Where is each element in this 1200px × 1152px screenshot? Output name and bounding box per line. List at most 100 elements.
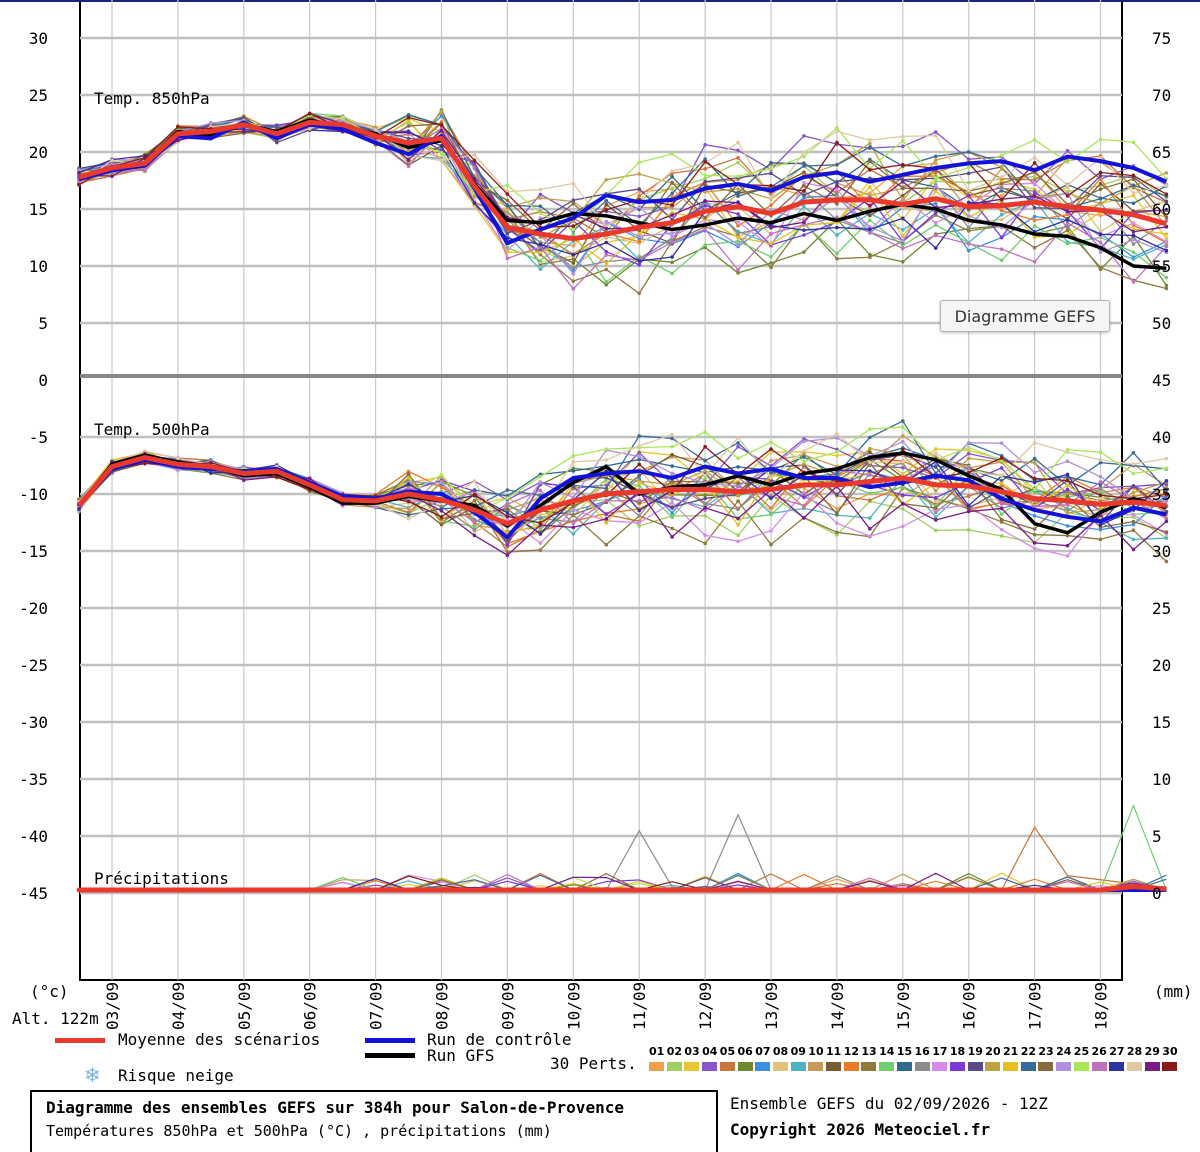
left-tick-label: 0 — [38, 371, 48, 390]
perturbation-point — [802, 503, 806, 508]
date-label: 18/09 — [1092, 982, 1111, 1030]
perturbation-swatch — [967, 1062, 983, 1071]
perturbation-point — [571, 532, 576, 536]
perturbation-point — [637, 172, 641, 176]
perturbation-point — [703, 533, 707, 538]
perturbation-point — [670, 479, 674, 484]
perturbation-point — [637, 231, 641, 236]
perturbation-point — [538, 245, 543, 249]
right-tick-label: 5 — [1152, 827, 1162, 846]
perturbation-point — [670, 495, 674, 500]
perturbation-point — [1098, 450, 1103, 454]
perturbation-point — [406, 164, 411, 169]
perturbation-point — [571, 272, 576, 276]
perturbation-point — [1032, 259, 1037, 264]
perturbation-point — [1131, 528, 1136, 532]
perturbation-point — [868, 469, 872, 473]
perturbation-swatch — [1003, 1062, 1018, 1071]
perturbation-point — [736, 200, 740, 205]
legend-swatch-gfs — [365, 1053, 415, 1058]
perturbation-point — [670, 260, 674, 265]
perturbation-number: 11 — [826, 1045, 842, 1058]
right-tick-label: 75 — [1152, 29, 1171, 48]
perturbation-point — [1065, 478, 1070, 483]
perturbation-point — [999, 217, 1004, 222]
perturbation-point — [439, 150, 444, 155]
perturbation-point — [505, 250, 510, 254]
left-tick-label: -45 — [19, 884, 48, 903]
left-tick-label: 15 — [29, 200, 48, 219]
perturbation-point — [802, 459, 806, 464]
perturbation-swatch — [826, 1062, 841, 1071]
perturbation-point — [406, 472, 411, 476]
perturbation-point — [472, 533, 477, 538]
perturbation-point — [736, 220, 740, 224]
perturbation-point — [1098, 523, 1103, 527]
perturbation-point — [1131, 257, 1136, 262]
perturbation-point — [703, 493, 707, 498]
perturbation-point — [901, 198, 905, 203]
perturbation-point — [604, 253, 609, 257]
perturbation-point — [1065, 241, 1070, 246]
perturbation-point — [406, 136, 411, 141]
perturbation-point — [1032, 470, 1037, 475]
perturbation-point — [571, 265, 576, 270]
perturbation-point — [1065, 209, 1070, 214]
perturbation-point — [1032, 546, 1037, 551]
date-label: 04/09 — [169, 982, 188, 1030]
perturbation-point — [1098, 486, 1103, 491]
perturbation-point — [901, 246, 905, 251]
perturbation-swatch — [1109, 1062, 1125, 1071]
perturbation-point — [670, 526, 674, 531]
perturbation-point — [505, 553, 510, 558]
perturbation-point — [901, 465, 905, 470]
perturbation-point — [670, 515, 674, 520]
perturbation-swatch — [914, 1062, 930, 1071]
left-tick-label: 30 — [29, 29, 48, 48]
perturbation-swatch — [949, 1062, 965, 1071]
perturbation-point — [868, 446, 872, 451]
perturbation-point — [835, 190, 839, 195]
perturbation-point — [933, 528, 938, 533]
perturbation-point — [703, 458, 707, 463]
perturbation-point — [604, 480, 609, 485]
perturbation-point — [1131, 237, 1136, 242]
perturbation-point — [769, 225, 773, 230]
perturbation-number: 06 — [737, 1045, 753, 1058]
perturbation-point — [77, 182, 81, 187]
perturbation-point — [571, 521, 576, 526]
perturbation-point — [769, 476, 773, 480]
perturbation-point — [835, 140, 839, 145]
perturbation-point — [604, 521, 609, 525]
perturbation-point — [538, 211, 543, 215]
perturbation-number: 01 — [649, 1045, 665, 1058]
perturbation-point — [802, 495, 806, 500]
perturbation-point — [637, 454, 641, 459]
perturbation-point — [439, 514, 444, 519]
perturbation-point — [901, 162, 905, 167]
perturbation-point — [373, 128, 378, 132]
perturbation-point — [604, 280, 609, 284]
perturbation-point — [802, 233, 806, 237]
perturbation-point — [736, 187, 740, 191]
perturbation-point — [538, 480, 543, 485]
perturbation-point — [538, 521, 543, 525]
perturbation-point — [999, 456, 1004, 460]
perturbation-point — [835, 431, 839, 436]
perturbation-point — [736, 212, 740, 216]
perturbation-point — [538, 187, 543, 192]
legend-swatch-control — [365, 1038, 415, 1043]
perturbation-point — [1032, 137, 1037, 142]
perturbation-point — [736, 239, 740, 243]
perturbation-swatch — [1038, 1062, 1054, 1071]
perturbation-point — [769, 231, 773, 236]
perturbation-number: 21 — [1003, 1045, 1019, 1058]
perturbation-point — [1164, 248, 1169, 253]
perturbation-point — [999, 198, 1004, 202]
perturbation-point — [604, 249, 609, 254]
perturbation-point — [505, 183, 510, 188]
perturbation-point — [868, 498, 872, 502]
perturbation-point — [901, 471, 905, 476]
perturbation-point — [1065, 472, 1070, 477]
perturbation-point — [637, 194, 641, 198]
